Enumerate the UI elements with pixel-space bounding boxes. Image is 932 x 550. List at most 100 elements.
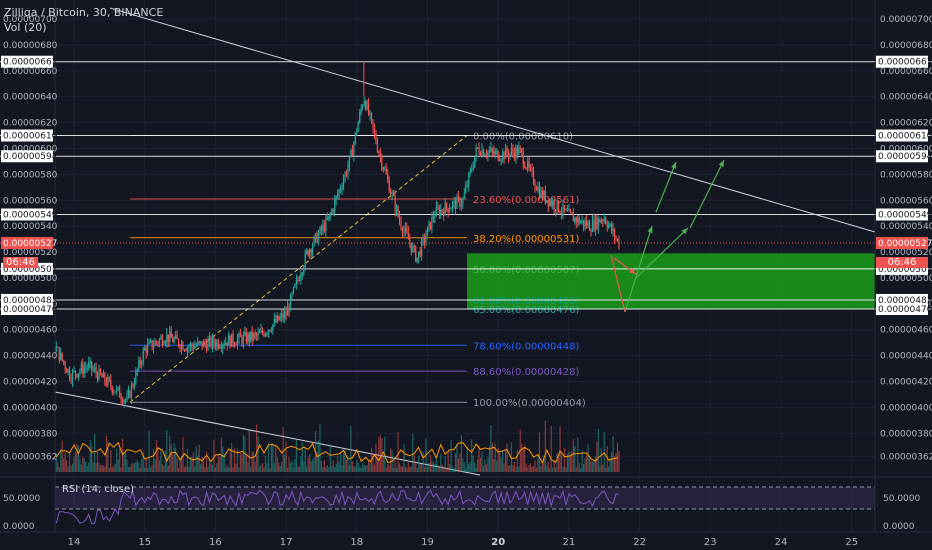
candle-body — [61, 352, 63, 361]
fib-level-label: 78.60%(0.00000448) — [473, 341, 579, 352]
candle-body — [309, 249, 311, 256]
time-tick: 17 — [280, 537, 293, 548]
rsi-legend: RSI (14, close) — [62, 484, 135, 495]
candle-body — [192, 346, 194, 349]
volume-bar — [166, 429, 168, 472]
candle-body — [432, 216, 434, 219]
volume-bar — [286, 467, 289, 472]
candle-body — [248, 333, 250, 341]
candle-body — [485, 154, 488, 156]
candle-body — [261, 329, 264, 333]
volume-bar — [258, 466, 261, 472]
volume-bar — [460, 435, 462, 472]
candle-body — [401, 228, 404, 234]
candle-body — [117, 387, 119, 389]
price-tick-left: 0.00000700 — [3, 15, 58, 25]
candle-body — [524, 165, 526, 168]
volume-bar — [124, 451, 127, 472]
volume-bar — [535, 467, 538, 472]
volume-bar — [353, 465, 355, 472]
candle-body — [532, 170, 535, 184]
candle-body — [123, 400, 125, 403]
volume-bar — [469, 461, 471, 472]
volume-bar — [347, 456, 349, 472]
candle-body — [111, 386, 113, 393]
volume-bar — [160, 448, 162, 472]
price-level-box — [1, 208, 53, 221]
volume-bar — [342, 453, 345, 472]
volume-bar — [478, 445, 480, 472]
volume-bar — [242, 434, 244, 472]
candle-body — [108, 377, 110, 380]
candle-body — [547, 200, 549, 206]
candle-body — [303, 267, 305, 274]
candle-body — [616, 238, 619, 240]
candle-body — [540, 190, 542, 198]
volume-bar — [491, 442, 493, 472]
volume-bar — [306, 466, 308, 472]
candle-body — [310, 249, 312, 253]
candle-body — [569, 209, 571, 213]
volume-bar — [310, 461, 312, 472]
volume-bar — [416, 467, 418, 472]
candle-body — [160, 337, 162, 340]
volume-bar — [300, 456, 302, 472]
candle-body — [191, 343, 193, 347]
candle-body — [509, 152, 511, 158]
candle-body — [68, 369, 71, 379]
volume-bar — [600, 448, 602, 472]
candle-body — [251, 331, 253, 340]
candle-body — [144, 347, 146, 351]
volume-bar — [593, 460, 595, 472]
candle-body — [618, 239, 620, 248]
volume-bar — [251, 451, 253, 472]
volume-bar — [164, 450, 166, 472]
volume-bar — [281, 461, 283, 472]
price-level-box — [876, 55, 928, 68]
volume-bar — [594, 456, 597, 472]
candle-body — [211, 337, 214, 347]
volume-bar — [435, 455, 437, 472]
volume-bar — [463, 462, 465, 472]
volume-bar — [388, 465, 390, 472]
candle-body — [86, 367, 88, 369]
volume-bar — [95, 462, 97, 472]
volume-bar — [453, 467, 455, 472]
candle-body — [331, 209, 333, 214]
price-level-label: 0.00000610 — [878, 132, 932, 142]
volume-bar — [555, 467, 557, 472]
volume-bar — [135, 461, 137, 472]
volume-bar — [525, 463, 527, 472]
candle-body — [363, 100, 365, 106]
volume-bar — [331, 465, 333, 472]
volume-bar — [323, 459, 325, 472]
volume-bar — [503, 463, 505, 472]
candle-body — [172, 337, 174, 342]
bar-countdown: 06:46 — [3, 257, 38, 268]
candle-body — [98, 368, 100, 380]
time-tick: 25 — [845, 537, 858, 548]
volume-bar — [549, 467, 551, 472]
price-tick-right: 0.00000660 — [880, 67, 932, 77]
volume-bar — [409, 466, 411, 472]
volume-bar — [313, 457, 315, 472]
candle-body — [415, 246, 417, 262]
volume-bar — [68, 452, 71, 472]
volume-bar — [528, 465, 530, 472]
volume-bar — [450, 440, 452, 472]
candle-body — [102, 373, 105, 378]
volume-bar — [96, 452, 99, 472]
volume-bar — [585, 454, 588, 472]
candle-body — [161, 337, 163, 345]
volume-bar — [507, 465, 510, 472]
candle-body — [88, 362, 90, 368]
volume-bar — [530, 463, 532, 472]
volume-bar — [80, 465, 82, 472]
candle-body — [332, 209, 334, 212]
volume-bar — [197, 455, 199, 472]
candle-body — [152, 345, 155, 348]
candle-body — [375, 133, 377, 143]
volume-bar — [192, 452, 194, 472]
rsi-line — [55, 489, 620, 525]
